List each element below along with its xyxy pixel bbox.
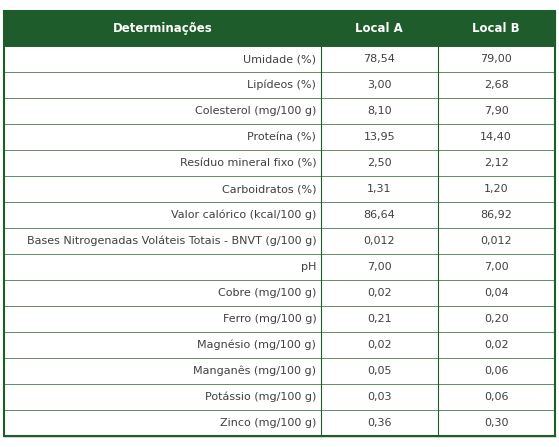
Bar xyxy=(4,384,321,410)
Text: 1,31: 1,31 xyxy=(367,184,391,194)
Text: 0,012: 0,012 xyxy=(363,236,395,246)
Text: Bases Nitrogenadas Voláteis Totais - BNVT (g/100 g): Bases Nitrogenadas Voláteis Totais - BNV… xyxy=(27,236,316,246)
Text: 3,00: 3,00 xyxy=(367,80,391,90)
Text: Local A: Local A xyxy=(356,22,403,35)
Text: 78,54: 78,54 xyxy=(363,54,395,64)
Text: 0,03: 0,03 xyxy=(367,392,391,402)
Bar xyxy=(321,358,438,384)
Text: 0,012: 0,012 xyxy=(480,236,512,246)
Bar xyxy=(438,358,555,384)
Text: 0,02: 0,02 xyxy=(484,340,508,350)
Bar xyxy=(4,124,321,150)
Bar xyxy=(321,72,438,98)
Text: Ferro (mg/100 g): Ferro (mg/100 g) xyxy=(222,314,316,324)
Bar xyxy=(438,98,555,124)
Bar xyxy=(438,306,555,332)
Bar xyxy=(438,72,555,98)
Bar xyxy=(438,228,555,254)
Text: 0,02: 0,02 xyxy=(367,288,391,298)
Bar xyxy=(321,176,438,202)
Text: Manganês (mg/100 g): Manganês (mg/100 g) xyxy=(193,366,316,376)
Text: Umidade (%): Umidade (%) xyxy=(243,54,316,64)
Text: Proteína (%): Proteína (%) xyxy=(248,132,316,142)
Bar xyxy=(438,384,555,410)
Text: 13,95: 13,95 xyxy=(363,132,395,142)
Text: Local B: Local B xyxy=(472,22,520,35)
Text: 1,20: 1,20 xyxy=(484,184,508,194)
Text: 14,40: 14,40 xyxy=(480,132,512,142)
Bar xyxy=(321,332,438,358)
Bar xyxy=(438,150,555,176)
Bar xyxy=(321,254,438,280)
Text: Potássio (mg/100 g): Potássio (mg/100 g) xyxy=(205,392,316,402)
Bar xyxy=(438,280,555,306)
Bar xyxy=(321,124,438,150)
Bar xyxy=(4,280,321,306)
Bar xyxy=(4,306,321,332)
Text: 0,30: 0,30 xyxy=(484,418,508,428)
Bar xyxy=(321,410,438,436)
Text: 79,00: 79,00 xyxy=(480,54,512,64)
Text: 0,06: 0,06 xyxy=(484,366,508,376)
Bar xyxy=(321,202,438,228)
Text: 86,92: 86,92 xyxy=(480,210,512,220)
Bar xyxy=(438,202,555,228)
Bar xyxy=(4,98,321,124)
Bar xyxy=(4,150,321,176)
Bar xyxy=(438,332,555,358)
Text: Zinco (mg/100 g): Zinco (mg/100 g) xyxy=(220,418,316,428)
Bar xyxy=(4,72,321,98)
Bar xyxy=(4,176,321,202)
Text: 2,12: 2,12 xyxy=(484,158,509,168)
Text: 8,10: 8,10 xyxy=(367,106,391,116)
Bar xyxy=(4,46,321,72)
Text: 7,90: 7,90 xyxy=(484,106,509,116)
Text: 2,68: 2,68 xyxy=(484,80,509,90)
Text: 0,36: 0,36 xyxy=(367,418,391,428)
Bar xyxy=(4,410,321,436)
Bar xyxy=(438,124,555,150)
Bar xyxy=(4,358,321,384)
Text: 86,64: 86,64 xyxy=(363,210,395,220)
Bar xyxy=(4,228,321,254)
Bar xyxy=(438,11,555,46)
Text: 7,00: 7,00 xyxy=(484,262,508,272)
Bar xyxy=(4,332,321,358)
Text: Resíduo mineral fixo (%): Resíduo mineral fixo (%) xyxy=(179,158,316,168)
Bar xyxy=(4,202,321,228)
Text: 0,04: 0,04 xyxy=(484,288,508,298)
Bar xyxy=(321,228,438,254)
Bar xyxy=(321,11,438,46)
Text: 0,20: 0,20 xyxy=(484,314,508,324)
Bar xyxy=(4,254,321,280)
Text: 0,06: 0,06 xyxy=(484,392,508,402)
Bar xyxy=(4,11,321,46)
Bar xyxy=(321,384,438,410)
Bar xyxy=(438,176,555,202)
Text: 2,50: 2,50 xyxy=(367,158,391,168)
Text: 0,02: 0,02 xyxy=(367,340,391,350)
Bar xyxy=(321,150,438,176)
Text: Cobre (mg/100 g): Cobre (mg/100 g) xyxy=(218,288,316,298)
Bar xyxy=(321,98,438,124)
Text: 7,00: 7,00 xyxy=(367,262,391,272)
Text: 0,21: 0,21 xyxy=(367,314,391,324)
Text: Magnésio (mg/100 g): Magnésio (mg/100 g) xyxy=(197,340,316,350)
Bar xyxy=(321,46,438,72)
Text: Valor calórico (kcal/100 g): Valor calórico (kcal/100 g) xyxy=(171,210,316,220)
Bar xyxy=(438,410,555,436)
Text: Carboidratos (%): Carboidratos (%) xyxy=(222,184,316,194)
Bar xyxy=(438,254,555,280)
Bar xyxy=(321,306,438,332)
Text: Colesterol (mg/100 g): Colesterol (mg/100 g) xyxy=(195,106,316,116)
Text: Determinações: Determinações xyxy=(113,22,212,35)
Bar xyxy=(321,280,438,306)
Bar xyxy=(438,46,555,72)
Text: Lipídeos (%): Lipídeos (%) xyxy=(248,80,316,90)
Text: pH: pH xyxy=(301,262,316,272)
Text: 0,05: 0,05 xyxy=(367,366,391,376)
